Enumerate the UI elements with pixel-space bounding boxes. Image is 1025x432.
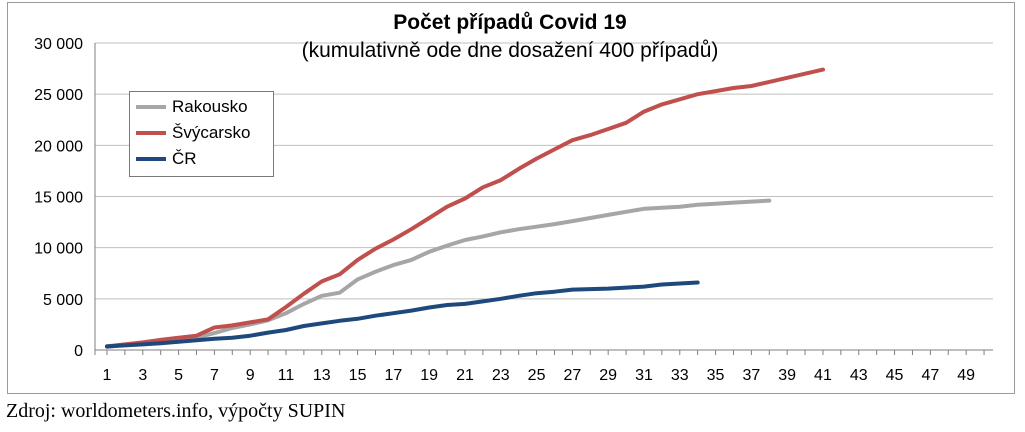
y-tick-label: 25 000 bbox=[34, 87, 83, 104]
x-tick-label: 17 bbox=[384, 367, 402, 384]
series-line-svycarsko bbox=[105, 67, 825, 349]
legend-swatch-svycarsko bbox=[136, 131, 166, 135]
x-tick-label: 43 bbox=[850, 367, 868, 384]
y-tick-label: 20 000 bbox=[34, 138, 83, 155]
x-tick-label: 13 bbox=[313, 367, 331, 384]
chart-subtitle: (kumulativně ode dne dosažení 400 případ… bbox=[301, 39, 719, 62]
x-tick-label: 37 bbox=[742, 367, 760, 384]
source-note: Zdroj: worldometers.info, výpočty SUPIN bbox=[6, 400, 346, 422]
x-tick-label: 27 bbox=[563, 367, 581, 384]
y-tick-label: 5 000 bbox=[43, 292, 83, 309]
x-tick-label: 45 bbox=[886, 367, 904, 384]
series-line-rakousko bbox=[105, 198, 772, 349]
legend-label-cr: ČR bbox=[172, 149, 197, 168]
legend-item-cr: ČR bbox=[136, 148, 197, 170]
legend-swatch-rakousko bbox=[136, 105, 166, 109]
legend-item-svycarsko: Švýcarsko bbox=[136, 122, 250, 144]
x-tick-label: 33 bbox=[671, 367, 689, 384]
y-tick-label: 15 000 bbox=[34, 190, 83, 207]
x-tick-label: 29 bbox=[599, 367, 617, 384]
x-tick-label: 5 bbox=[174, 367, 183, 384]
x-tick-label: 21 bbox=[456, 367, 474, 384]
x-tick-label: 7 bbox=[210, 367, 219, 384]
x-tick-label: 15 bbox=[349, 367, 367, 384]
y-tick-label: 10 000 bbox=[34, 241, 83, 258]
x-tick-label: 49 bbox=[957, 367, 975, 384]
x-tick-label: 23 bbox=[492, 367, 510, 384]
x-tick-label: 31 bbox=[635, 367, 653, 384]
y-tick-label: 30 000 bbox=[34, 36, 83, 53]
legend-item-rakousko: Rakousko bbox=[136, 96, 248, 118]
x-tick-label: 35 bbox=[707, 367, 725, 384]
x-tick-label: 3 bbox=[138, 367, 147, 384]
x-tick-label: 9 bbox=[246, 367, 255, 384]
chart-title: Počet případů Covid 19 bbox=[393, 11, 627, 34]
legend-swatch-cr bbox=[136, 157, 166, 161]
series-line-cr bbox=[105, 280, 700, 349]
chart-frame bbox=[7, 2, 1015, 394]
x-tick-label: 1 bbox=[103, 367, 112, 384]
y-tick-label: 0 bbox=[74, 343, 83, 360]
x-tick-label: 39 bbox=[778, 367, 796, 384]
legend-label-svycarsko: Švýcarsko bbox=[172, 123, 251, 142]
legend-label-rakousko: Rakousko bbox=[172, 97, 248, 116]
x-tick-label: 25 bbox=[528, 367, 546, 384]
x-tick-label: 47 bbox=[921, 367, 939, 384]
x-tick-label: 41 bbox=[814, 367, 832, 384]
legend: Rakousko Švýcarsko ČR bbox=[129, 91, 274, 177]
x-tick-label: 11 bbox=[278, 367, 295, 384]
x-tick-label: 19 bbox=[420, 367, 438, 384]
